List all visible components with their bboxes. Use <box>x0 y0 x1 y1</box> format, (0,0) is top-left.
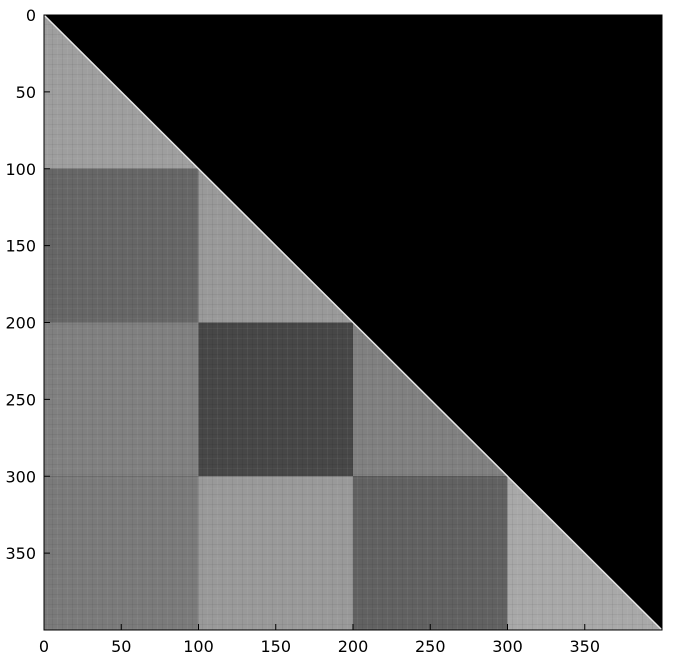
diagonal-line <box>43 14 663 631</box>
x-tick-label: 350 <box>569 637 600 656</box>
y-tick-label: 350 <box>5 544 36 563</box>
x-axis: 0 50 100 150 200 250 300 350 <box>39 15 600 656</box>
y-tick-label: 50 <box>16 83 36 102</box>
heatmap-block-texture-3 <box>44 322 199 477</box>
heatmap-block-texture-6 <box>44 476 199 630</box>
x-tick-label: 100 <box>183 637 214 656</box>
y-tick-label: 300 <box>5 467 36 486</box>
x-tick-label: 50 <box>111 637 131 656</box>
x-tick-label: 150 <box>260 637 291 656</box>
y-tick-label: 200 <box>5 314 36 333</box>
x-tick-label: 250 <box>415 637 446 656</box>
heatmap-block-texture-7 <box>198 476 353 630</box>
y-tick-label: 100 <box>5 160 36 179</box>
y-tick-label: 150 <box>5 237 36 256</box>
heatmap-block-texture-4 <box>198 322 353 477</box>
y-tick-label: 0 <box>26 6 36 25</box>
x-tick-label: 200 <box>338 637 369 656</box>
x-tick-label: 0 <box>39 637 49 656</box>
heatmap-block-texture-1 <box>44 168 199 323</box>
plot-area <box>43 14 663 631</box>
y-tick-label: 250 <box>5 390 36 409</box>
y-axis: 0 50 100 150 200 250 300 350 <box>5 6 662 563</box>
heatmap-block-texture-8 <box>353 476 508 630</box>
x-tick-label: 300 <box>492 637 523 656</box>
